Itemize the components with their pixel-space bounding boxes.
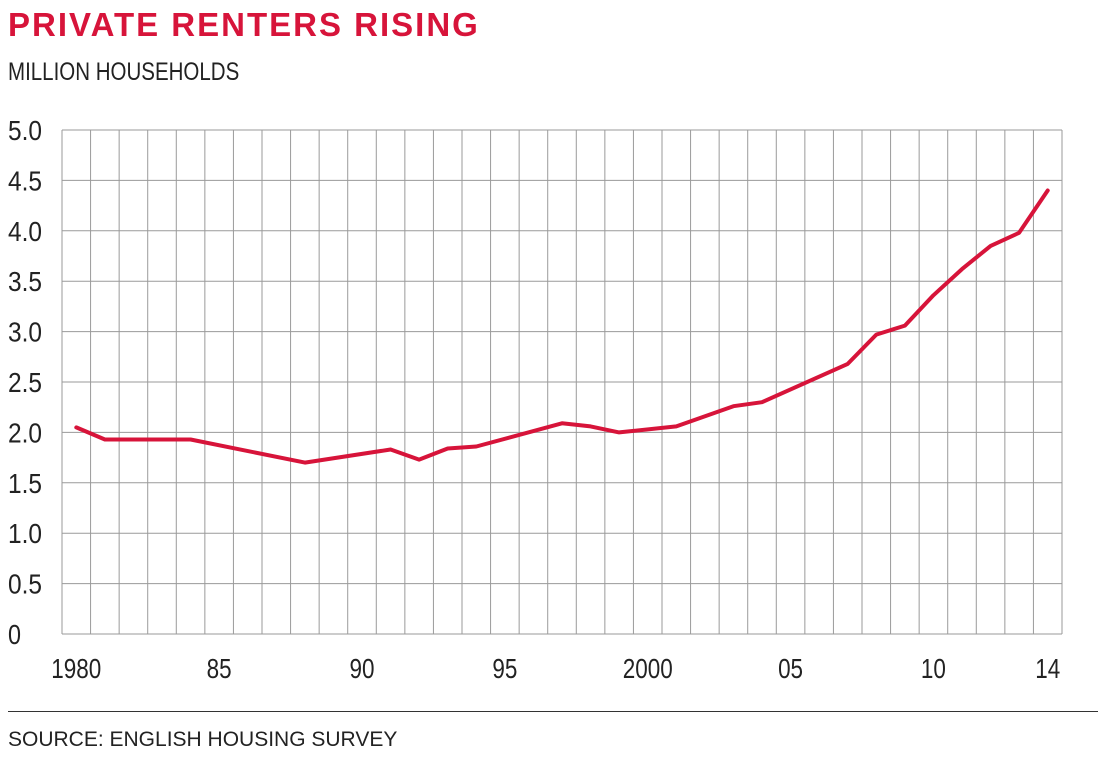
x-tick-label: 1980 [51, 653, 101, 684]
x-tick-label: 10 [921, 653, 946, 684]
source-note: SOURCE: ENGLISH HOUSING SURVEY [8, 728, 398, 751]
footer-divider [8, 711, 1098, 712]
y-tick-label: 3.5 [8, 266, 42, 297]
y-axis-tick-labels: 5.0 4.5 4.0 3.5 3.0 2.5 2.0 1.5 1.0 0.5 0 [8, 115, 42, 650]
y-tick-label: 3.0 [8, 317, 42, 348]
x-tick-label: 95 [492, 653, 517, 684]
y-tick-label: 1.0 [8, 518, 42, 549]
x-tick-label: 14 [1035, 653, 1060, 684]
y-tick-label: 2.0 [8, 417, 42, 448]
y-tick-label: 2.5 [8, 367, 42, 398]
chart-title: PRIVATE RENTERS RISING [8, 6, 480, 43]
y-tick-label: 5.0 [8, 115, 42, 146]
series-group [74, 188, 1050, 465]
y-tick-label: 0 [8, 619, 21, 650]
y-axis-unit-label: MILLION HOUSEHOLDS [8, 58, 240, 86]
x-tick-label: 90 [350, 653, 375, 684]
series-line [74, 188, 1050, 465]
horizontal-gridlines [62, 129, 1062, 635]
y-tick-label: 4.5 [8, 165, 42, 196]
x-axis-tick-labels: 1980 85 90 95 2000 05 10 14 [51, 653, 1060, 684]
x-tick-label: 05 [778, 653, 803, 684]
x-tick-label: 85 [207, 653, 232, 684]
y-tick-label: 4.0 [8, 216, 42, 247]
y-tick-label: 1.5 [8, 468, 42, 499]
y-tick-label: 0.5 [8, 569, 42, 600]
x-tick-label: 2000 [623, 653, 673, 684]
